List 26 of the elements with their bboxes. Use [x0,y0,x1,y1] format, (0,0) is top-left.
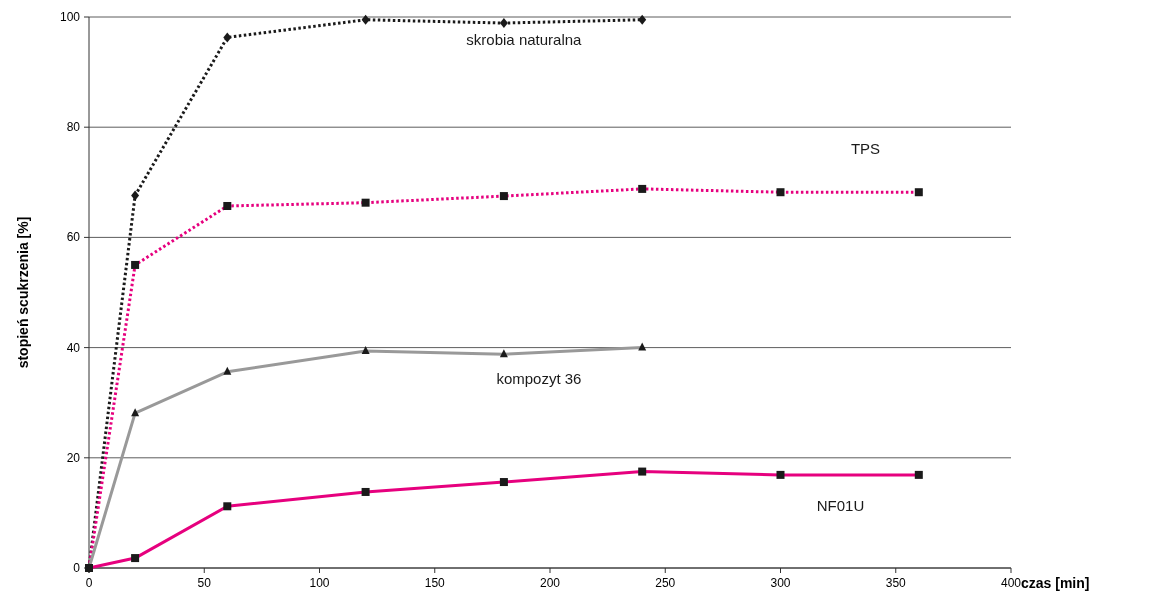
x-tick-label: 300 [770,576,791,590]
x-tick-label: 250 [655,576,676,590]
x-tick-label: 350 [885,576,907,590]
x-axis-title: czas [min] [1021,575,1090,591]
text: TPS [850,140,881,158]
y-tick-label: 20 [66,450,81,465]
point [131,190,140,201]
x-tick-label: 100 [309,576,330,590]
point [638,14,647,25]
series-label: skrobia naturalna [466,31,583,49]
series-label: NF01U [816,496,865,514]
point [223,32,232,43]
x-tick-label: 0 [85,576,93,590]
y-tick-label: 60 [66,230,81,245]
x-tick-label: 150 [424,576,446,590]
x-tick-label: 400 [1000,576,1022,590]
y-tick-label: 40 [66,340,81,355]
y-axis-title: stopień scukrzenia [%] [15,216,31,369]
y-tick-label: 0 [73,561,81,575]
y-tick-label: 80 [66,120,81,135]
series-label: kompozyt 36 [496,370,582,388]
x-tick-label: 50 [197,576,212,590]
x-tick-label: 200 [539,576,561,590]
point [499,18,508,29]
y-tick-label: 100 [59,10,81,24]
point [361,14,370,25]
